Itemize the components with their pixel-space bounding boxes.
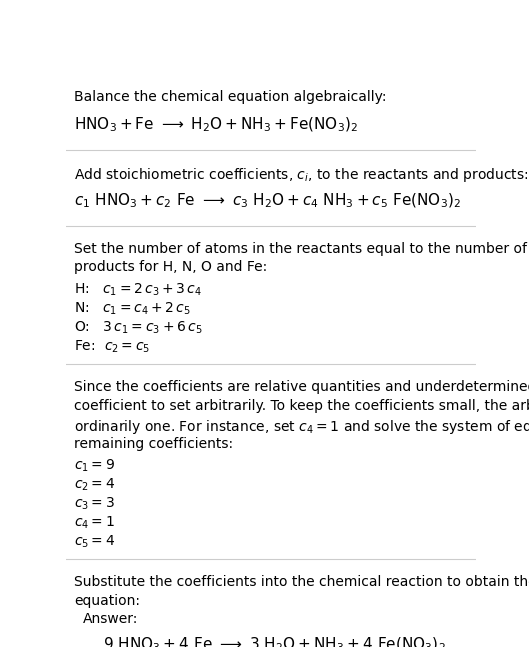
Text: coefficient to set arbitrarily. To keep the coefficients small, the arbitrary va: coefficient to set arbitrarily. To keep … bbox=[74, 399, 529, 413]
Text: Since the coefficients are relative quantities and underdetermined, choose a: Since the coefficients are relative quan… bbox=[74, 380, 529, 394]
Text: Substitute the coefficients into the chemical reaction to obtain the balanced: Substitute the coefficients into the che… bbox=[74, 575, 529, 589]
Text: $c_1 = 9$: $c_1 = 9$ bbox=[74, 458, 115, 474]
Text: Answer:: Answer: bbox=[83, 612, 138, 626]
Text: Balance the chemical equation algebraically:: Balance the chemical equation algebraica… bbox=[74, 90, 387, 104]
Text: Fe:  $c_2 = c_5$: Fe: $c_2 = c_5$ bbox=[74, 338, 151, 355]
Text: $c_1\ \mathrm{HNO_3} + c_2\ \mathrm{Fe} \ \longrightarrow \ c_3\ \mathrm{H_2O} +: $c_1\ \mathrm{HNO_3} + c_2\ \mathrm{Fe} … bbox=[74, 192, 461, 210]
Text: remaining coefficients:: remaining coefficients: bbox=[74, 437, 233, 451]
Text: H:   $c_1 = 2\,c_3 + 3\,c_4$: H: $c_1 = 2\,c_3 + 3\,c_4$ bbox=[74, 281, 203, 298]
Text: N:   $c_1 = c_4 + 2\,c_5$: N: $c_1 = c_4 + 2\,c_5$ bbox=[74, 300, 191, 317]
Text: $9\ \mathrm{HNO_3} + 4\ \mathrm{Fe} \ \longrightarrow \ 3\ \mathrm{H_2O} + \math: $9\ \mathrm{HNO_3} + 4\ \mathrm{Fe} \ \l… bbox=[103, 635, 446, 647]
Text: $c_3 = 3$: $c_3 = 3$ bbox=[74, 496, 115, 512]
FancyBboxPatch shape bbox=[68, 598, 376, 647]
Text: ordinarily one. For instance, set $c_4 = 1$ and solve the system of equations fo: ordinarily one. For instance, set $c_4 =… bbox=[74, 418, 529, 436]
Text: Add stoichiometric coefficients, $c_i$, to the reactants and products:: Add stoichiometric coefficients, $c_i$, … bbox=[74, 166, 529, 184]
Text: $\mathrm{HNO_3 + Fe \ \longrightarrow \ H_2O + NH_3 + Fe(NO_3)_2}$: $\mathrm{HNO_3 + Fe \ \longrightarrow \ … bbox=[74, 116, 359, 135]
Text: $c_5 = 4$: $c_5 = 4$ bbox=[74, 534, 115, 550]
Text: Set the number of atoms in the reactants equal to the number of atoms in the: Set the number of atoms in the reactants… bbox=[74, 241, 529, 256]
Text: $c_4 = 1$: $c_4 = 1$ bbox=[74, 514, 115, 531]
Text: products for H, N, O and Fe:: products for H, N, O and Fe: bbox=[74, 261, 268, 274]
Text: O:   $3\,c_1 = c_3 + 6\,c_5$: O: $3\,c_1 = c_3 + 6\,c_5$ bbox=[74, 319, 203, 336]
Text: $c_2 = 4$: $c_2 = 4$ bbox=[74, 477, 115, 493]
Text: equation:: equation: bbox=[74, 594, 140, 608]
